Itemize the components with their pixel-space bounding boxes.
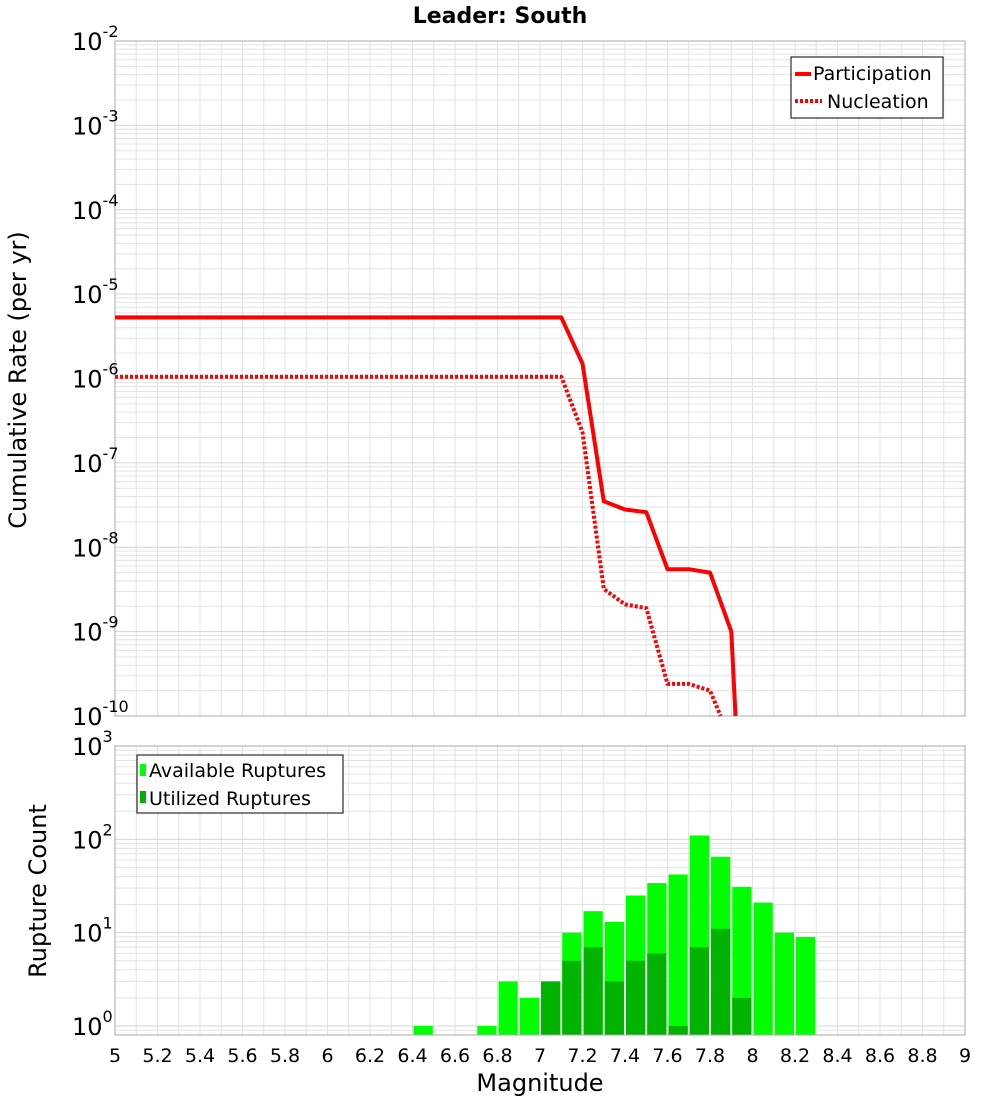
- utilized-bar: [626, 960, 646, 1035]
- magnitude-x-axis-label: Magnitude: [476, 1069, 603, 1097]
- legend-participation-label: Participation: [813, 63, 932, 85]
- magnitude-tick-label: 7.4: [610, 1045, 640, 1067]
- legend-utilized-swatch: [140, 791, 146, 803]
- count-y-tick-label: 101: [72, 914, 113, 948]
- magnitude-tick-label: 6: [321, 1045, 333, 1067]
- count-legend: Available Ruptures Utilized Ruptures: [136, 754, 344, 814]
- magnitude-tick-label: 8.4: [822, 1045, 852, 1067]
- rate-y-tick-label: 10-9: [72, 613, 119, 647]
- legend-available-label: Available Ruptures: [149, 760, 326, 782]
- rate-y-tick-label: 10-6: [72, 360, 119, 394]
- magnitude-tick-label: 6.6: [440, 1045, 470, 1067]
- rate-y-tick-label: 10-2: [72, 22, 119, 56]
- rate-y-tick-label: 10-8: [72, 528, 119, 562]
- count-y-tick-label: 103: [72, 727, 113, 761]
- rate-legend: Participation Nucleation: [790, 56, 944, 119]
- rate-series: [115, 315, 738, 717]
- utilized-bar: [711, 928, 731, 1035]
- count-y-axis-label: Rupture Count: [24, 804, 52, 978]
- utilized-bar: [562, 960, 582, 1035]
- legend-utilized-label: Utilized Ruptures: [149, 788, 311, 810]
- chart-title: Leader: South: [413, 4, 588, 29]
- magnitude-tick-label: 7.2: [567, 1045, 597, 1067]
- utilized-bar: [604, 981, 624, 1035]
- count-legend-box: [136, 754, 344, 814]
- utilized-bar: [647, 953, 667, 1035]
- available-bar: [519, 997, 539, 1035]
- available-bar: [477, 1025, 497, 1035]
- magnitude-tick-label: 6.8: [482, 1045, 512, 1067]
- rate-y-tick-label: 10-7: [72, 444, 119, 478]
- utilized-bar: [689, 947, 709, 1035]
- available-bar: [774, 932, 794, 1035]
- count-y-tick-label: 100: [72, 1007, 113, 1041]
- magnitude-tick-label: 7: [534, 1045, 546, 1067]
- magnitude-tick-label: 8.2: [780, 1045, 810, 1067]
- magnitude-x-ticks: 5 5.2 5.4 5.6 5.8 6 6.2 6.4 6.6 6.8 7 7.2 7.4 7.6 7.8 8…: [109, 1045, 971, 1067]
- rate-y-ticks: 10-10 10-9 10-8 10-7 10-6 10-5 10-4 10-3 10-2: [72, 22, 129, 731]
- magnitude-tick-label: 5.4: [185, 1045, 215, 1067]
- available-bar: [796, 936, 816, 1035]
- magnitude-tick-label: 7.8: [695, 1045, 725, 1067]
- utilized-bar: [732, 997, 752, 1035]
- magnitude-tick-label: 9: [959, 1045, 971, 1067]
- available-bar: [413, 1025, 433, 1035]
- count-plot-frame: [114, 745, 966, 1036]
- count-bars: [413, 835, 816, 1035]
- magnitude-tick-label: 6.2: [355, 1045, 385, 1067]
- magnitude-tick-label: 5.6: [227, 1045, 257, 1067]
- magnitude-tick-label: 8.8: [907, 1045, 937, 1067]
- rate-y-tick-label: 10-3: [72, 106, 119, 140]
- rate-y-axis-label: Cumulative Rate (per yr): [4, 231, 32, 529]
- magnitude-tick-label: 5: [109, 1045, 121, 1067]
- magnitude-tick-label: 6.4: [397, 1045, 427, 1067]
- available-bar: [753, 902, 773, 1035]
- series-line-nucleation: [115, 374, 723, 717]
- magnitude-tick-label: 8: [746, 1045, 758, 1067]
- legend-available-swatch: [140, 764, 146, 776]
- magnitude-tick-label: 7.6: [652, 1045, 682, 1067]
- available-bar: [668, 874, 688, 1035]
- rate-y-tick-label: 10-5: [72, 275, 119, 309]
- series-line-participation: [115, 315, 738, 717]
- legend-nucleation-label: Nucleation: [827, 91, 929, 113]
- magnitude-tick-label: 5.8: [270, 1045, 300, 1067]
- count-y-tick-label: 102: [72, 820, 113, 854]
- count-y-ticks: 100 101 102 103: [72, 727, 113, 1041]
- rate-y-tick-label: 10-10: [72, 697, 129, 731]
- utilized-bar: [583, 947, 603, 1035]
- utilized-bar: [668, 1025, 688, 1035]
- rate-legend-box: [790, 56, 944, 119]
- rate-y-tick-label: 10-4: [72, 191, 119, 225]
- magnitude-tick-label: 8.6: [865, 1045, 895, 1067]
- available-bar: [498, 981, 518, 1035]
- utilized-bar: [541, 981, 561, 1035]
- count-grid: [114, 746, 966, 1036]
- magnitude-tick-label: 5.2: [142, 1045, 172, 1067]
